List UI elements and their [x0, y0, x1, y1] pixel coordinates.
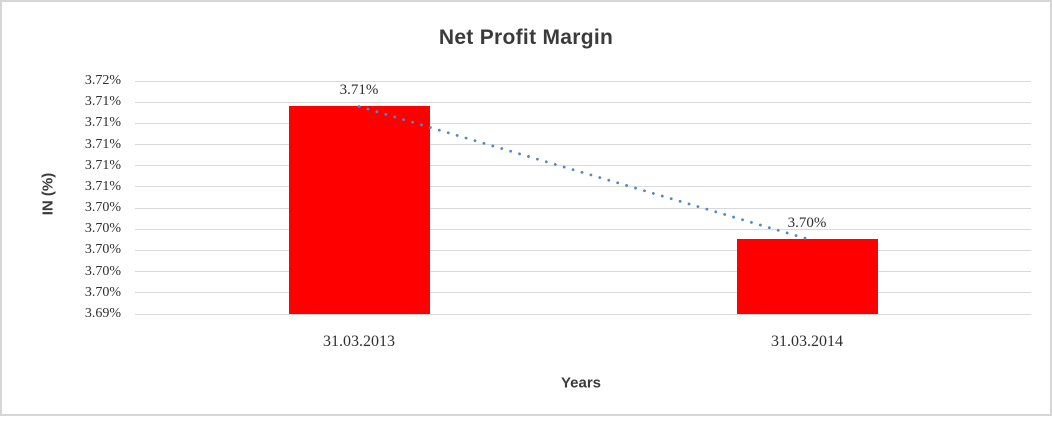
y-tick-label-0: 3.72%	[84, 73, 121, 88]
y-tick-label-8: 3.70%	[84, 242, 121, 258]
y-tick-label-9: 3.70%	[84, 263, 121, 279]
trendline-path	[357, 105, 809, 241]
y-tick-label-7: 3.70%	[84, 221, 121, 237]
plot-area	[135, 80, 1031, 315]
gridline-11	[135, 313, 1031, 315]
gridline-0	[135, 80, 1031, 82]
gridline-4	[135, 165, 1031, 167]
gridline-3	[135, 144, 1031, 146]
gridline-1	[135, 101, 1031, 103]
gridline-8	[135, 249, 1031, 251]
y-tick-label-1: 3.71%	[84, 94, 121, 110]
x-axis-title: Years	[560, 374, 602, 392]
y-tick-label-10: 3.70%	[84, 284, 121, 300]
x-tick-label-1: 31.03.2014	[771, 333, 843, 350]
data-label-0: 3.71%	[339, 82, 379, 99]
gridline-10	[135, 292, 1031, 294]
y-tick-label-3: 3.71%	[84, 136, 121, 152]
gridline-7	[135, 228, 1031, 230]
gridline-2	[135, 122, 1031, 124]
y-tick-label-11: 3.69%	[84, 306, 121, 321]
trendline-dotted	[357, 105, 809, 241]
data-label-1: 3.70%	[787, 214, 827, 231]
x-tick-label-0: 31.03.2013	[323, 333, 395, 350]
y-tick-label-4: 3.71%	[84, 157, 121, 173]
bar-31-03-2014	[736, 238, 878, 314]
y-tick-label-2: 3.71%	[84, 115, 121, 131]
gridline-5	[135, 186, 1031, 188]
y-tick-label-5: 3.71%	[84, 178, 121, 194]
y-tick-label-6: 3.70%	[84, 200, 121, 216]
bar-31-03-2013	[288, 106, 430, 314]
gridline-9	[135, 271, 1031, 273]
gridline-6	[135, 207, 1031, 209]
chart-title: Net Profit Margin	[438, 26, 614, 49]
